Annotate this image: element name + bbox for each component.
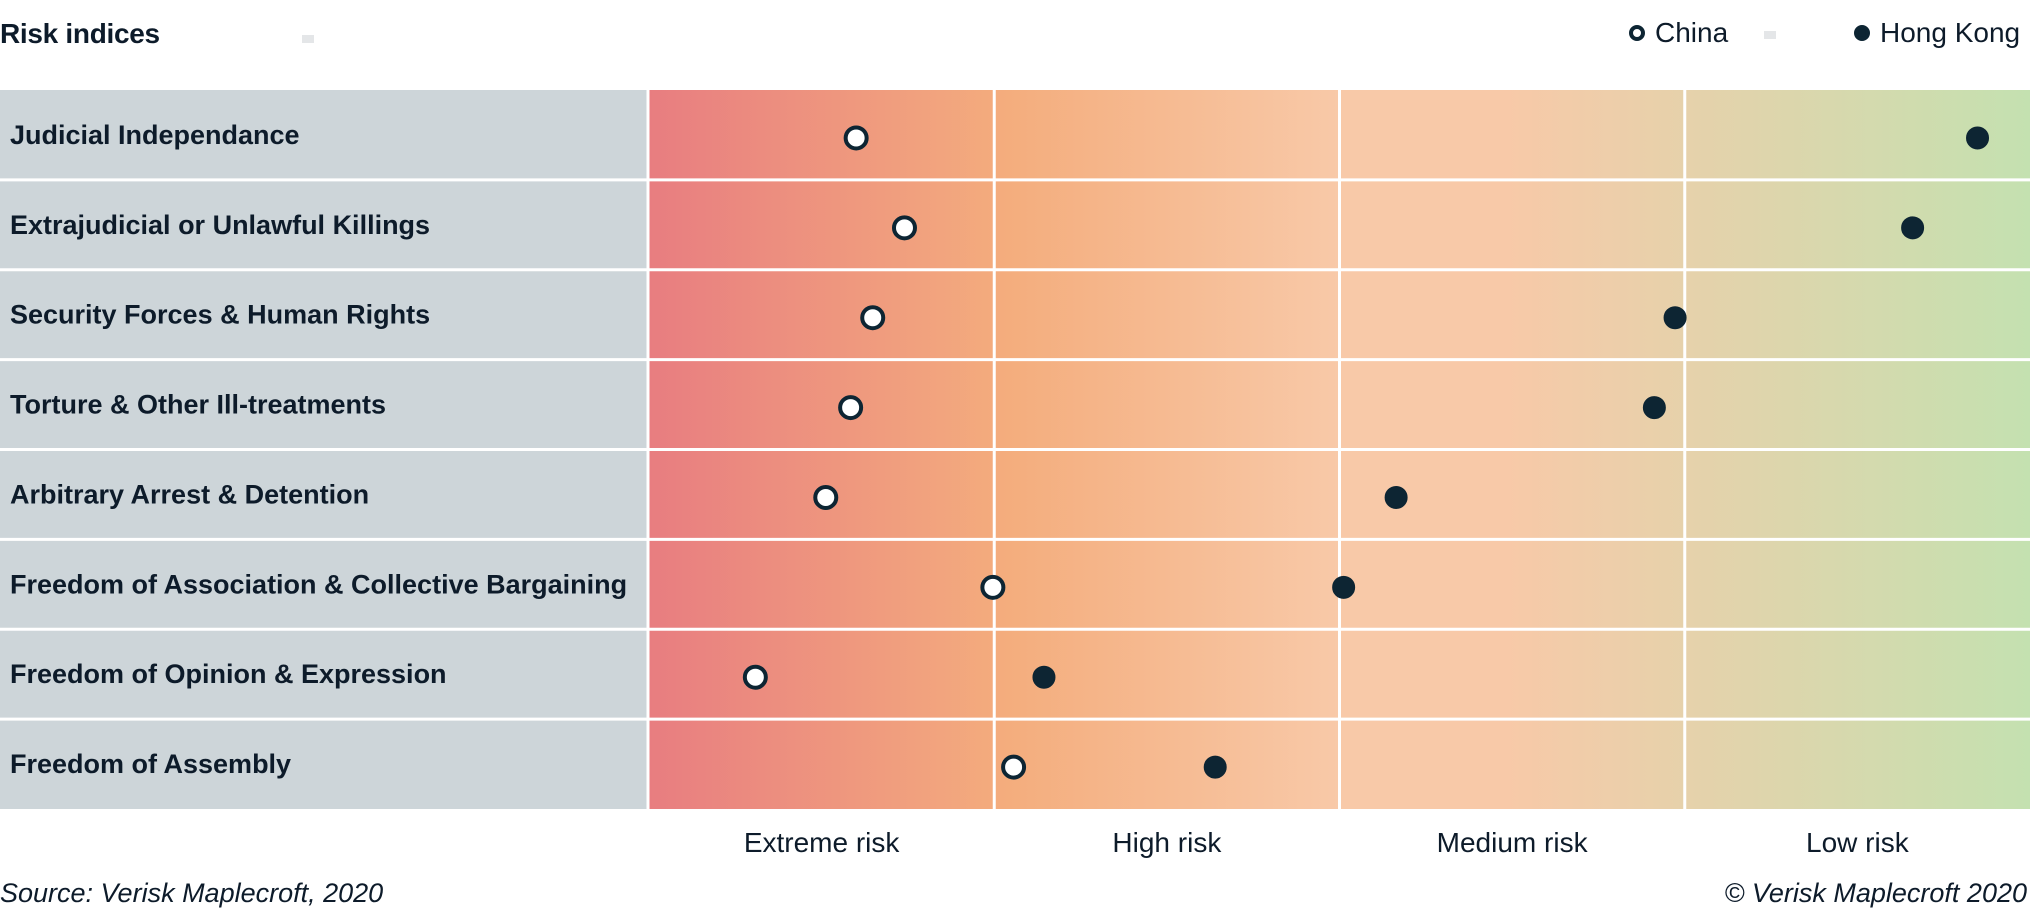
category-label: Freedom of Assembly	[10, 749, 291, 779]
source-note: Source: Verisk Maplecroft, 2020	[0, 878, 384, 908]
category-label: Security Forces & Human Rights	[10, 300, 430, 330]
china-marker	[742, 664, 768, 690]
legend-item-hong-kong[interactable]: Hong Kong	[1854, 17, 2020, 49]
hong-kong-marker	[1032, 665, 1056, 689]
hong-kong-marker	[1966, 126, 1990, 150]
copyright-note: © Verisk Maplecroft 2020	[1724, 878, 2027, 908]
china-marker	[860, 305, 886, 331]
band-label: Extreme risk	[744, 827, 901, 858]
category-label: Arbitrary Arrest & Detention	[10, 479, 369, 509]
hong-kong-marker	[1332, 575, 1356, 599]
legend-china-label: China	[1655, 17, 1729, 48]
china-marker	[838, 395, 864, 421]
legend-china-marker-icon	[1629, 25, 1645, 41]
category-label: Torture & Other Ill-treatments	[10, 390, 386, 420]
china-marker	[1001, 754, 1027, 780]
hong-kong-marker	[1203, 755, 1227, 779]
band-label: Medium risk	[1437, 827, 1589, 858]
chart-title: Risk indices	[0, 18, 160, 49]
china-marker	[980, 574, 1006, 600]
category-label: Extrajudicial or Unlawful Killings	[10, 210, 430, 240]
title-marker	[302, 35, 314, 43]
hong-kong-marker	[1663, 306, 1687, 330]
legend-hong-kong-label: Hong Kong	[1880, 17, 2021, 48]
hong-kong-marker	[1384, 485, 1408, 509]
band-label: High risk	[1112, 827, 1222, 858]
hong-kong-marker	[1901, 216, 1925, 240]
category-label: Judicial Independance	[10, 120, 300, 150]
legend-hong-kong-marker-icon	[1854, 25, 1870, 41]
legend-separator	[1764, 31, 1776, 39]
category-label: Freedom of Opinion & Expression	[10, 659, 447, 689]
band-label: Low risk	[1806, 827, 1910, 858]
hong-kong-marker	[1642, 396, 1666, 420]
china-marker	[843, 125, 869, 151]
china-marker	[813, 484, 839, 510]
category-label: Freedom of Association & Collective Barg…	[10, 569, 627, 599]
china-marker	[891, 215, 917, 241]
legend-item-china[interactable]: China	[1629, 17, 1728, 49]
